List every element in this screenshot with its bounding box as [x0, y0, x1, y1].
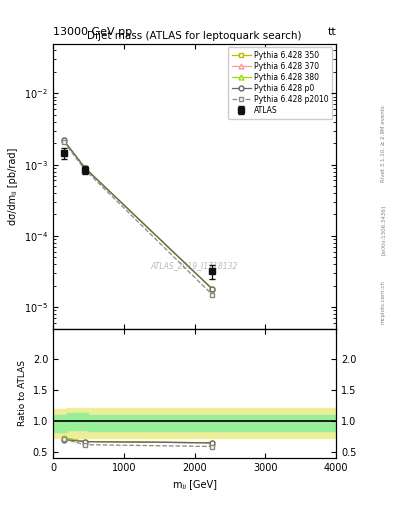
Line: Pythia 6.428 p2010: Pythia 6.428 p2010 — [61, 139, 215, 297]
Title: Dijet mass (ATLAS for leptoquark search): Dijet mass (ATLAS for leptoquark search) — [87, 31, 302, 41]
Y-axis label: dσ/dmⱼⱼ [pb/rad]: dσ/dmⱼⱼ [pb/rad] — [8, 147, 18, 225]
Pythia 6.428 p2010 — [61, 139, 66, 145]
Pythia 6.428 p2010 — [210, 291, 215, 297]
Pythia 6.428 p0 — [210, 286, 215, 292]
Text: mcplots.cern.ch: mcplots.cern.ch — [381, 280, 386, 324]
Line: Pythia 6.428 350: Pythia 6.428 350 — [61, 138, 215, 291]
Pythia 6.428 p0 — [61, 137, 66, 143]
Pythia 6.428 370 — [83, 165, 87, 171]
Pythia 6.428 380 — [210, 286, 215, 292]
Pythia 6.428 370 — [210, 286, 215, 292]
Line: Pythia 6.428 p0: Pythia 6.428 p0 — [61, 138, 215, 291]
Pythia 6.428 p2010 — [83, 166, 87, 173]
Pythia 6.428 350 — [210, 286, 215, 292]
Text: tt: tt — [327, 27, 336, 37]
Pythia 6.428 p0 — [83, 165, 87, 171]
Pythia 6.428 380 — [83, 165, 87, 171]
Pythia 6.428 350 — [83, 165, 87, 171]
Text: ATLAS_2019_I1718132: ATLAS_2019_I1718132 — [151, 262, 238, 270]
Y-axis label: Ratio to ATLAS: Ratio to ATLAS — [18, 360, 27, 426]
Line: Pythia 6.428 380: Pythia 6.428 380 — [61, 138, 215, 291]
Pythia 6.428 370 — [61, 137, 66, 143]
Text: [arXiv:1306.3436]: [arXiv:1306.3436] — [381, 205, 386, 255]
X-axis label: mⱼⱼ [GeV]: mⱼⱼ [GeV] — [173, 479, 217, 488]
Text: Rivet 3.1.10, ≥ 2.9M events: Rivet 3.1.10, ≥ 2.9M events — [381, 105, 386, 182]
Line: Pythia 6.428 370: Pythia 6.428 370 — [61, 138, 215, 291]
Pythia 6.428 380 — [61, 137, 66, 143]
Legend: Pythia 6.428 350, Pythia 6.428 370, Pythia 6.428 380, Pythia 6.428 p0, Pythia 6.: Pythia 6.428 350, Pythia 6.428 370, Pyth… — [228, 47, 332, 118]
Text: 13000 GeV pp: 13000 GeV pp — [53, 27, 132, 37]
Pythia 6.428 350 — [61, 137, 66, 143]
